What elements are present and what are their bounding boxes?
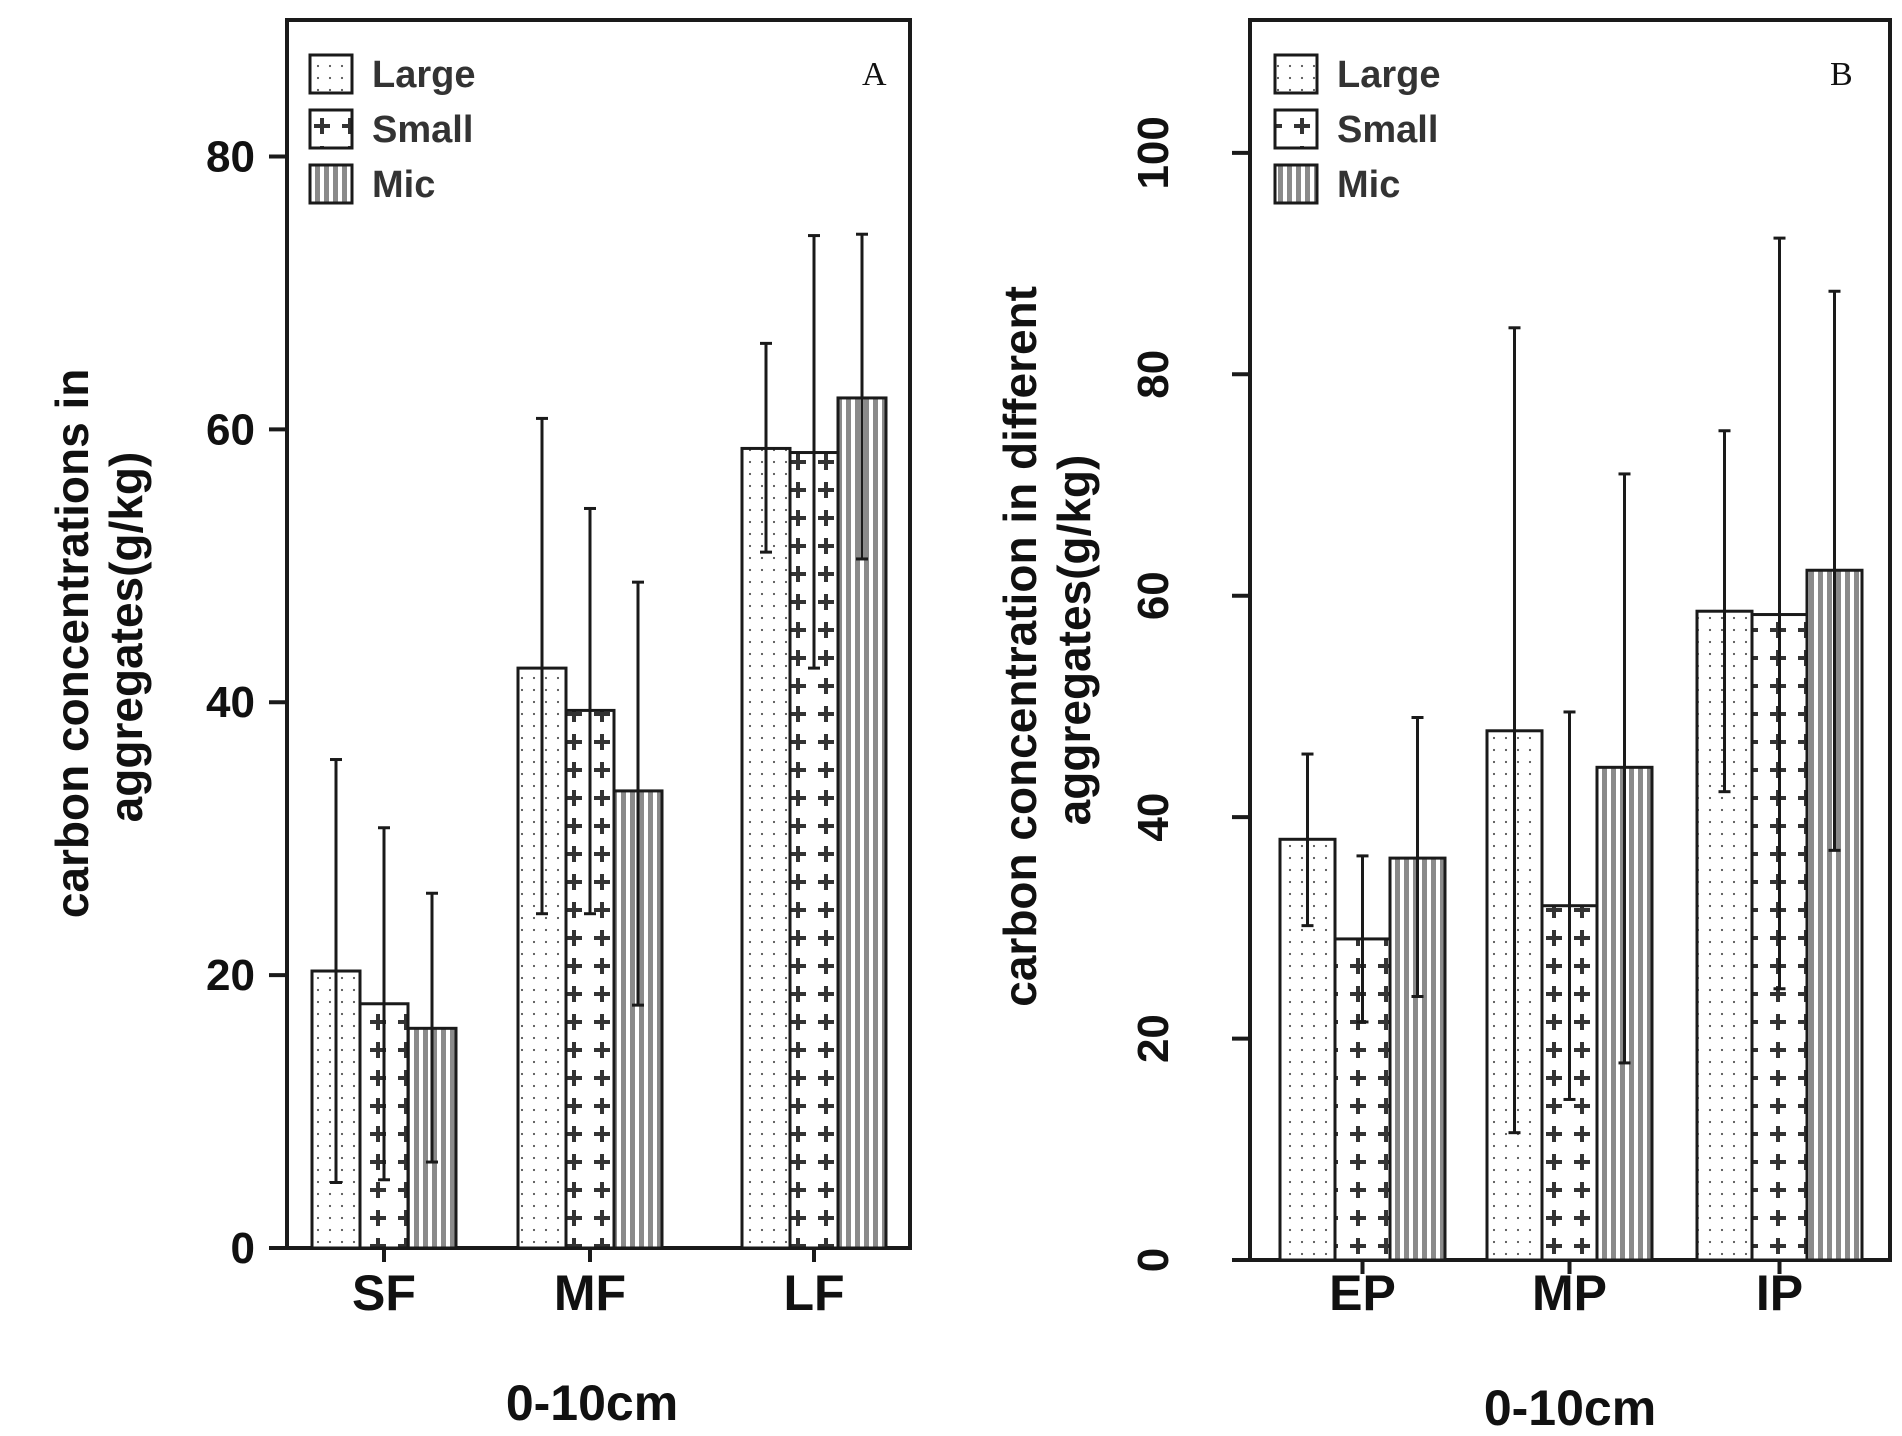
legend: Large Small Mic: [308, 53, 475, 206]
y-axis-title-line-2: aggregates(g/kg): [100, 452, 152, 823]
panel-label: B: [1830, 56, 1853, 93]
legend: Large Small Mic: [1273, 53, 1440, 206]
x-tick-label: LF: [783, 1265, 844, 1321]
panel-b: 0 20 40 60 80 100 EP MP IP Large Small Mic B 0-10…: [994, 18, 1892, 1436]
legend-swatch-large: [308, 53, 354, 95]
y-axis-title-line-1: carbon concentrations in: [46, 369, 98, 919]
legend-swatch-mic: [308, 163, 354, 205]
legend-label-small: Small: [1337, 109, 1438, 151]
y-tick-label: 0: [231, 1224, 255, 1273]
y-axis-title-line-1: carbon concentration in different: [994, 286, 1046, 1007]
x-tick-label: SF: [352, 1265, 416, 1321]
y-axis: 0 20 40 60 80: [206, 132, 287, 1273]
panel-label: A: [862, 56, 887, 93]
y-tick-label: 20: [206, 951, 255, 1000]
bar-large-lf: [740, 446, 792, 1250]
x-axis-title: 0-10cm: [1484, 1380, 1656, 1436]
legend-label-mic: Mic: [1337, 164, 1400, 206]
legend-label-large: Large: [1337, 54, 1440, 96]
y-tick-label: 100: [1129, 116, 1178, 189]
legend-swatch-small: [308, 108, 354, 150]
y-axis: 0 20 40 60 80 100: [1129, 116, 1250, 1272]
error-bars: [1301, 236, 1841, 1135]
y-tick-label: 60: [1129, 571, 1178, 620]
y-axis-title: carbon concentration in different aggreg…: [994, 273, 1100, 1007]
y-axis-title: carbon concentrations in aggregates(g/kg…: [46, 356, 152, 918]
legend-swatch-large: [1273, 53, 1319, 95]
y-tick-label: 80: [1129, 350, 1178, 399]
legend-swatch-small: [1273, 108, 1319, 150]
legend-label-mic: Mic: [372, 164, 435, 206]
legend-label-large: Large: [372, 54, 475, 96]
y-tick-label: 40: [1129, 793, 1178, 842]
bars: [310, 396, 888, 1250]
x-tick-labels: SF MF LF: [352, 1248, 845, 1321]
y-tick-label: 0: [1129, 1248, 1178, 1272]
y-axis-title-line-2: aggregates(g/kg): [1048, 455, 1100, 826]
legend-swatch-mic: [1273, 163, 1319, 205]
x-tick-label: MP: [1532, 1265, 1607, 1321]
x-tick-label: MF: [554, 1265, 626, 1321]
y-tick-label: 80: [206, 132, 255, 181]
x-tick-label: IP: [1756, 1265, 1803, 1321]
y-tick-label: 60: [206, 405, 255, 454]
legend-label-small: Small: [372, 109, 473, 151]
x-axis-title: 0-10cm: [506, 1375, 678, 1431]
y-tick-label: 40: [206, 678, 255, 727]
x-tick-labels: EP MP IP: [1329, 1260, 1803, 1321]
error-bars: [330, 232, 868, 1185]
x-tick-label: EP: [1329, 1265, 1396, 1321]
y-tick-label: 20: [1129, 1014, 1178, 1063]
